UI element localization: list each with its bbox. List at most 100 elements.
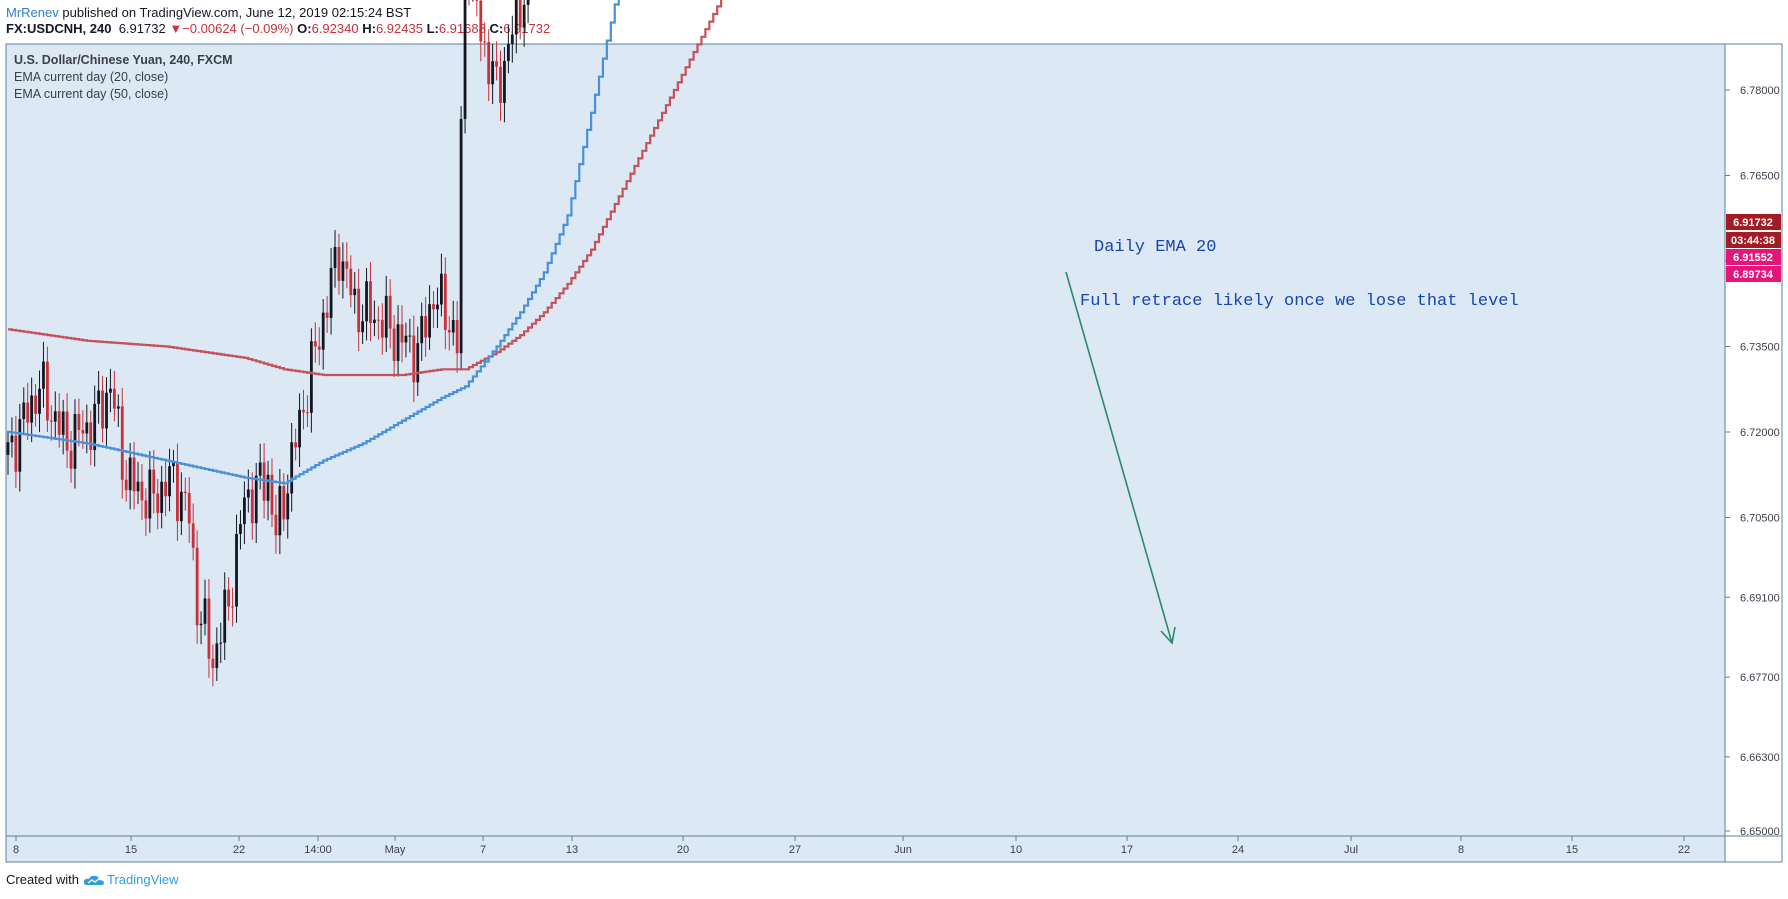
candle-body — [337, 246, 341, 281]
candle-body — [211, 658, 215, 669]
candle-body — [30, 395, 34, 423]
x-tick-label: 20 — [677, 844, 689, 856]
candle-body — [373, 319, 376, 323]
tradingview-logo[interactable]: TradingView — [83, 872, 179, 887]
price-tag-label: 03:44:38 — [1731, 235, 1775, 247]
candle-body — [112, 388, 116, 409]
symbol-label: FX:USDCNH, 240 — [6, 21, 112, 36]
x-tick-label: 8 — [13, 844, 19, 856]
x-tick-label: 27 — [789, 844, 801, 856]
candle-body — [396, 324, 400, 361]
candle-body — [183, 491, 187, 494]
candle-body — [309, 341, 313, 413]
candle-body — [77, 414, 81, 430]
legend-ema20: EMA current day (20, close) — [14, 70, 168, 84]
open-label: O: — [297, 21, 312, 36]
candle-body — [69, 450, 73, 469]
candle-body — [416, 343, 420, 383]
candle-body — [101, 390, 104, 429]
candle-body — [203, 598, 207, 624]
x-tick-label: May — [385, 844, 406, 856]
publish-line: MrRenev published on TradingView.com, Ju… — [6, 4, 411, 22]
candle-body — [227, 589, 231, 607]
candle-body — [522, 4, 526, 28]
candle-body — [14, 435, 18, 472]
candle-body — [388, 295, 392, 329]
candle-body — [440, 273, 443, 305]
candle-body — [46, 361, 49, 421]
cloud-icon — [83, 875, 104, 885]
candle-body — [491, 61, 495, 85]
candle-body — [487, 41, 491, 85]
candle-body — [85, 422, 89, 434]
candle-body — [18, 419, 22, 472]
candle-body — [109, 388, 112, 393]
x-tick-label: 14:00 — [304, 844, 332, 856]
candle-body — [258, 462, 262, 476]
candle-body — [105, 392, 108, 429]
high-label: H: — [362, 21, 376, 36]
x-tick-label: 13 — [566, 844, 578, 856]
y-tick-label: 6.67700 — [1740, 672, 1780, 684]
candle-body — [479, 0, 483, 42]
candle-body — [243, 497, 246, 525]
low-label: L: — [426, 21, 439, 36]
candle-body — [380, 319, 384, 338]
candle-body — [526, 0, 530, 5]
retrace-annotation: Full retrace likely once we lose that le… — [1080, 292, 1519, 311]
author-link[interactable]: MrRenev — [6, 5, 59, 20]
candle-body — [475, 0, 479, 1]
ema50-line — [8, 0, 723, 377]
y-tick-label: 6.73500 — [1740, 342, 1780, 354]
candle-body — [274, 514, 278, 536]
candle-body — [246, 489, 250, 498]
candle-body — [341, 261, 345, 281]
candle-body — [61, 411, 65, 435]
price-axis[interactable] — [1724, 43, 1783, 863]
candle-body — [443, 273, 447, 330]
candle-body — [57, 411, 61, 435]
down-arrow-icon: ▼ — [169, 21, 183, 36]
candle-body — [49, 420, 53, 422]
candle-body — [459, 119, 463, 354]
candle-body — [514, 0, 518, 35]
candle-body — [42, 361, 45, 389]
retrace-arrow — [1065, 271, 1173, 644]
candle-body — [34, 395, 37, 414]
candle-body — [369, 281, 372, 323]
candle-body — [38, 388, 41, 414]
candle-body — [26, 402, 30, 423]
candle-body — [302, 409, 305, 413]
candle-body — [278, 486, 282, 536]
candle-body — [518, 0, 522, 28]
candle-body — [53, 411, 57, 422]
candle-body — [160, 481, 164, 513]
candle-body — [144, 500, 148, 519]
candles — [6, 0, 530, 687]
candle-body — [455, 320, 459, 354]
candle-body — [436, 304, 439, 310]
candle-body — [195, 547, 199, 626]
candle-body — [215, 643, 219, 669]
candle-body — [503, 61, 506, 103]
candle-body — [239, 524, 242, 535]
candle-body — [6, 442, 10, 455]
x-tick-label: 15 — [1566, 844, 1578, 856]
candle-body — [329, 267, 333, 318]
candle-body — [447, 329, 451, 333]
price-tags: 6.91732 03:44:38 6.91552 6.89734 — [1726, 214, 1781, 282]
y-tick-label: 6.72000 — [1740, 427, 1780, 439]
x-tick-label: 17 — [1121, 844, 1133, 856]
candle-body — [140, 481, 144, 501]
candle-body — [116, 406, 120, 409]
price-tag-label: 6.91732 — [1733, 217, 1773, 229]
candle-body — [156, 493, 160, 513]
x-axis-ticks: 8 15 22 14:00 May 7 13 20 27 Jun 10 17 24 Jul 8 15 22 — [13, 836, 1690, 856]
candle-body — [250, 489, 254, 524]
footer: Created with TradingView — [6, 872, 179, 887]
candle-body — [317, 346, 321, 350]
candle-body — [262, 462, 266, 501]
y-tick-label: 6.66300 — [1740, 752, 1780, 764]
x-tick-label: 24 — [1232, 844, 1244, 856]
